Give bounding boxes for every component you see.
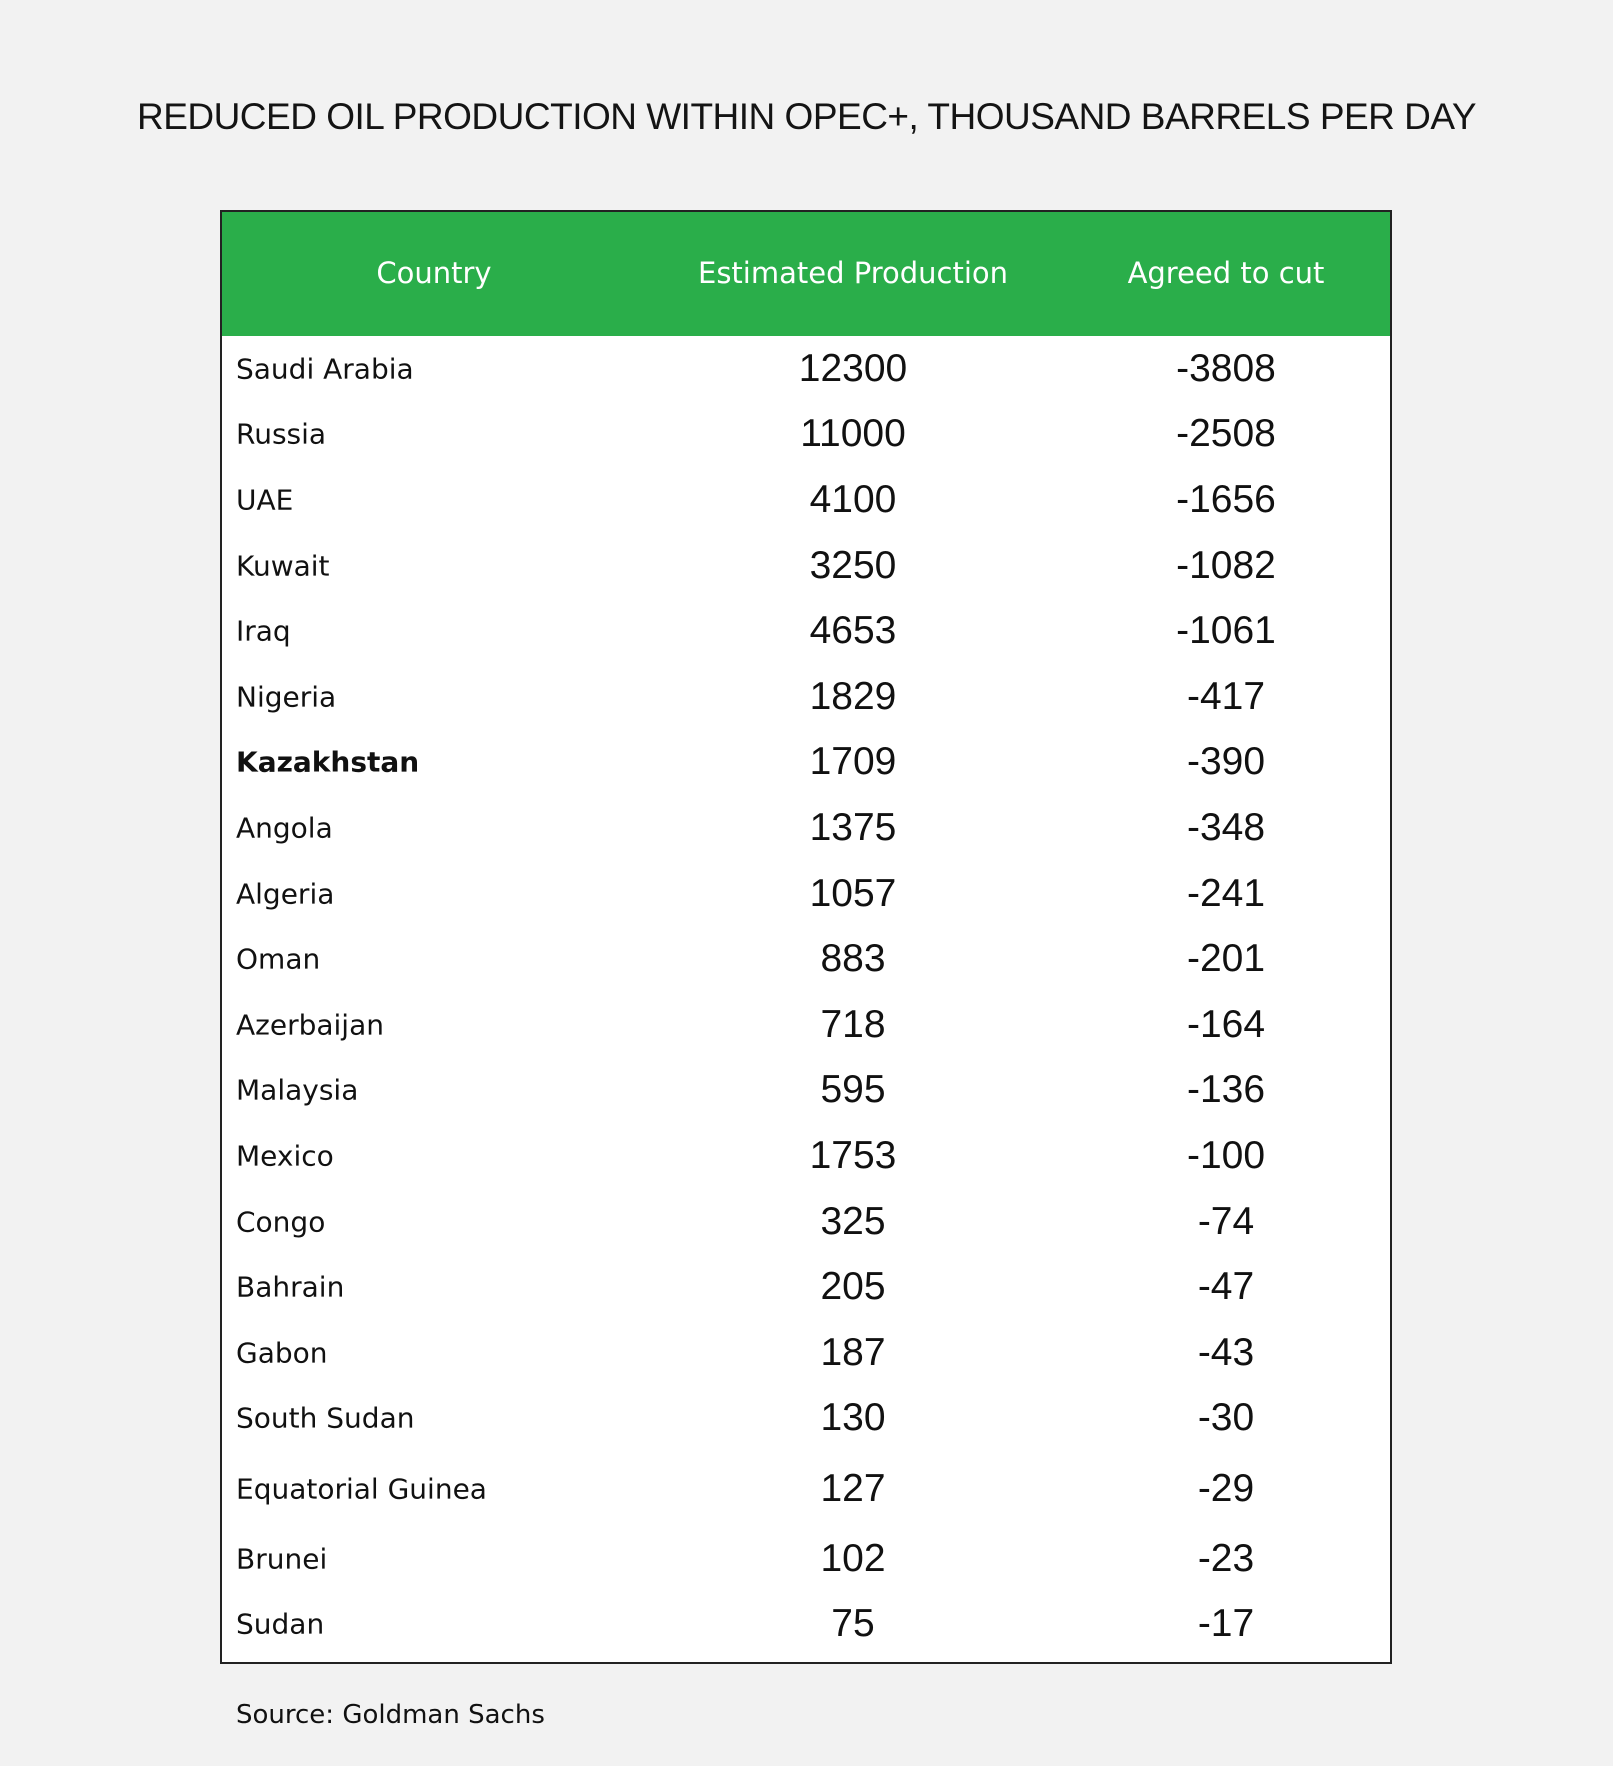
table-row: Congo 325 -74: [222, 1189, 1390, 1255]
cut-cell: -23: [1197, 1536, 1255, 1580]
table-row: Algeria 1057 -241: [222, 861, 1390, 927]
column-header-production: Estimated Production: [697, 256, 1009, 290]
table-row: Saudi Arabia 12300 -3808: [222, 336, 1390, 402]
country-cell: Nigeria: [236, 680, 337, 714]
table-row: Sudan 75 -17: [222, 1592, 1390, 1658]
cut-cell: -390: [1186, 740, 1266, 784]
cut-cell: -136: [1186, 1068, 1266, 1112]
production-cell: 1753: [809, 1133, 897, 1177]
production-cell: 325: [820, 1199, 886, 1243]
country-cell: Kazakhstan: [236, 745, 420, 779]
country-cell: Saudi Arabia: [236, 352, 414, 386]
cut-cell: -30: [1197, 1396, 1255, 1440]
table-row: Angola 1375 -348: [222, 795, 1390, 861]
cut-cell: -47: [1197, 1265, 1255, 1309]
cut-cell: -348: [1186, 805, 1266, 849]
cut-cell: -1061: [1176, 609, 1276, 653]
cut-cell: -241: [1186, 871, 1266, 915]
production-cell: 883: [820, 937, 886, 981]
country-cell: Gabon: [236, 1336, 328, 1370]
country-cell: Azerbaijan: [236, 1008, 384, 1042]
column-header-cut: Agreed to cut: [1127, 256, 1325, 290]
country-cell: Angola: [236, 811, 333, 845]
production-cell: 75: [831, 1602, 875, 1646]
country-cell: Congo: [236, 1205, 326, 1239]
table-row: Brunei 102 -23: [222, 1526, 1390, 1592]
table-row: Azerbaijan 718 -164: [222, 992, 1390, 1058]
table-row: Oman 883 -201: [222, 926, 1390, 992]
production-cell: 1709: [809, 740, 897, 784]
cut-cell: -417: [1186, 674, 1266, 718]
country-cell: Algeria: [236, 877, 335, 911]
data-table: Country Estimated Production Agreed to c…: [220, 210, 1392, 1664]
country-cell: Iraq: [236, 614, 291, 648]
table-row: Iraq 4653 -1061: [222, 598, 1390, 664]
chart-title: REDUCED OIL PRODUCTION WITHIN OPEC+, THO…: [136, 96, 1477, 137]
table-row: Russia 11000 -2508: [222, 402, 1390, 468]
cut-cell: -164: [1186, 1002, 1266, 1046]
country-cell: Oman: [236, 942, 321, 976]
table-header: Country Estimated Production Agreed to c…: [222, 212, 1390, 336]
cut-cell: -43: [1197, 1330, 1255, 1374]
table-row: Bahrain 205 -47: [222, 1254, 1390, 1320]
table-row: Gabon 187 -43: [222, 1320, 1390, 1386]
production-cell: 595: [820, 1068, 886, 1112]
table-row: Equatorial Guinea 127 -29: [222, 1451, 1390, 1526]
cut-cell: -17: [1197, 1602, 1255, 1646]
table-row: Nigeria 1829 -417: [222, 664, 1390, 730]
cut-cell: -201: [1186, 937, 1266, 981]
country-cell: Kuwait: [236, 549, 330, 583]
table-row: Mexico 1753 -100: [222, 1123, 1390, 1189]
country-cell: Mexico: [236, 1139, 334, 1173]
production-cell: 102: [820, 1536, 886, 1580]
cut-cell: -2508: [1176, 412, 1276, 456]
table-row: Kuwait 3250 -1082: [222, 533, 1390, 599]
country-cell: Brunei: [236, 1542, 328, 1576]
cut-cell: -100: [1186, 1133, 1266, 1177]
production-cell: 4653: [809, 609, 897, 653]
production-cell: 130: [820, 1396, 886, 1440]
production-cell: 1057: [809, 871, 897, 915]
production-cell: 127: [820, 1466, 886, 1510]
column-header-country: Country: [376, 256, 492, 290]
production-cell: 3250: [809, 543, 897, 587]
production-cell: 1375: [809, 805, 897, 849]
table-row: UAE 4100 -1656: [222, 467, 1390, 533]
production-cell: 718: [820, 1002, 886, 1046]
cut-cell: -1656: [1176, 477, 1276, 521]
cut-cell: -3808: [1176, 346, 1276, 390]
country-cell: Russia: [236, 417, 327, 451]
production-cell: 1829: [809, 674, 897, 718]
source-note: Source: Goldman Sachs: [236, 1700, 545, 1730]
country-cell: UAE: [236, 483, 294, 517]
table-row: Kazakhstan 1709 -390: [222, 730, 1390, 796]
production-cell: 12300: [798, 346, 908, 390]
country-cell: Bahrain: [236, 1270, 345, 1304]
cut-cell: -29: [1197, 1466, 1255, 1510]
country-cell: Malaysia: [236, 1073, 359, 1107]
cut-cell: -1082: [1176, 543, 1276, 587]
country-cell: Equatorial Guinea: [236, 1472, 487, 1506]
production-cell: 4100: [809, 477, 897, 521]
table-body: Saudi Arabia 12300 -3808 Russia 11000 -2508 UA…: [222, 336, 1390, 1657]
production-cell: 187: [820, 1330, 886, 1374]
country-cell: Sudan: [236, 1607, 325, 1641]
table-row: South Sudan 130 -30: [222, 1386, 1390, 1452]
table-row: Malaysia 595 -136: [222, 1058, 1390, 1124]
cut-cell: -74: [1197, 1199, 1255, 1243]
country-cell: South Sudan: [236, 1401, 415, 1435]
production-cell: 205: [820, 1265, 886, 1309]
production-cell: 11000: [800, 412, 906, 456]
